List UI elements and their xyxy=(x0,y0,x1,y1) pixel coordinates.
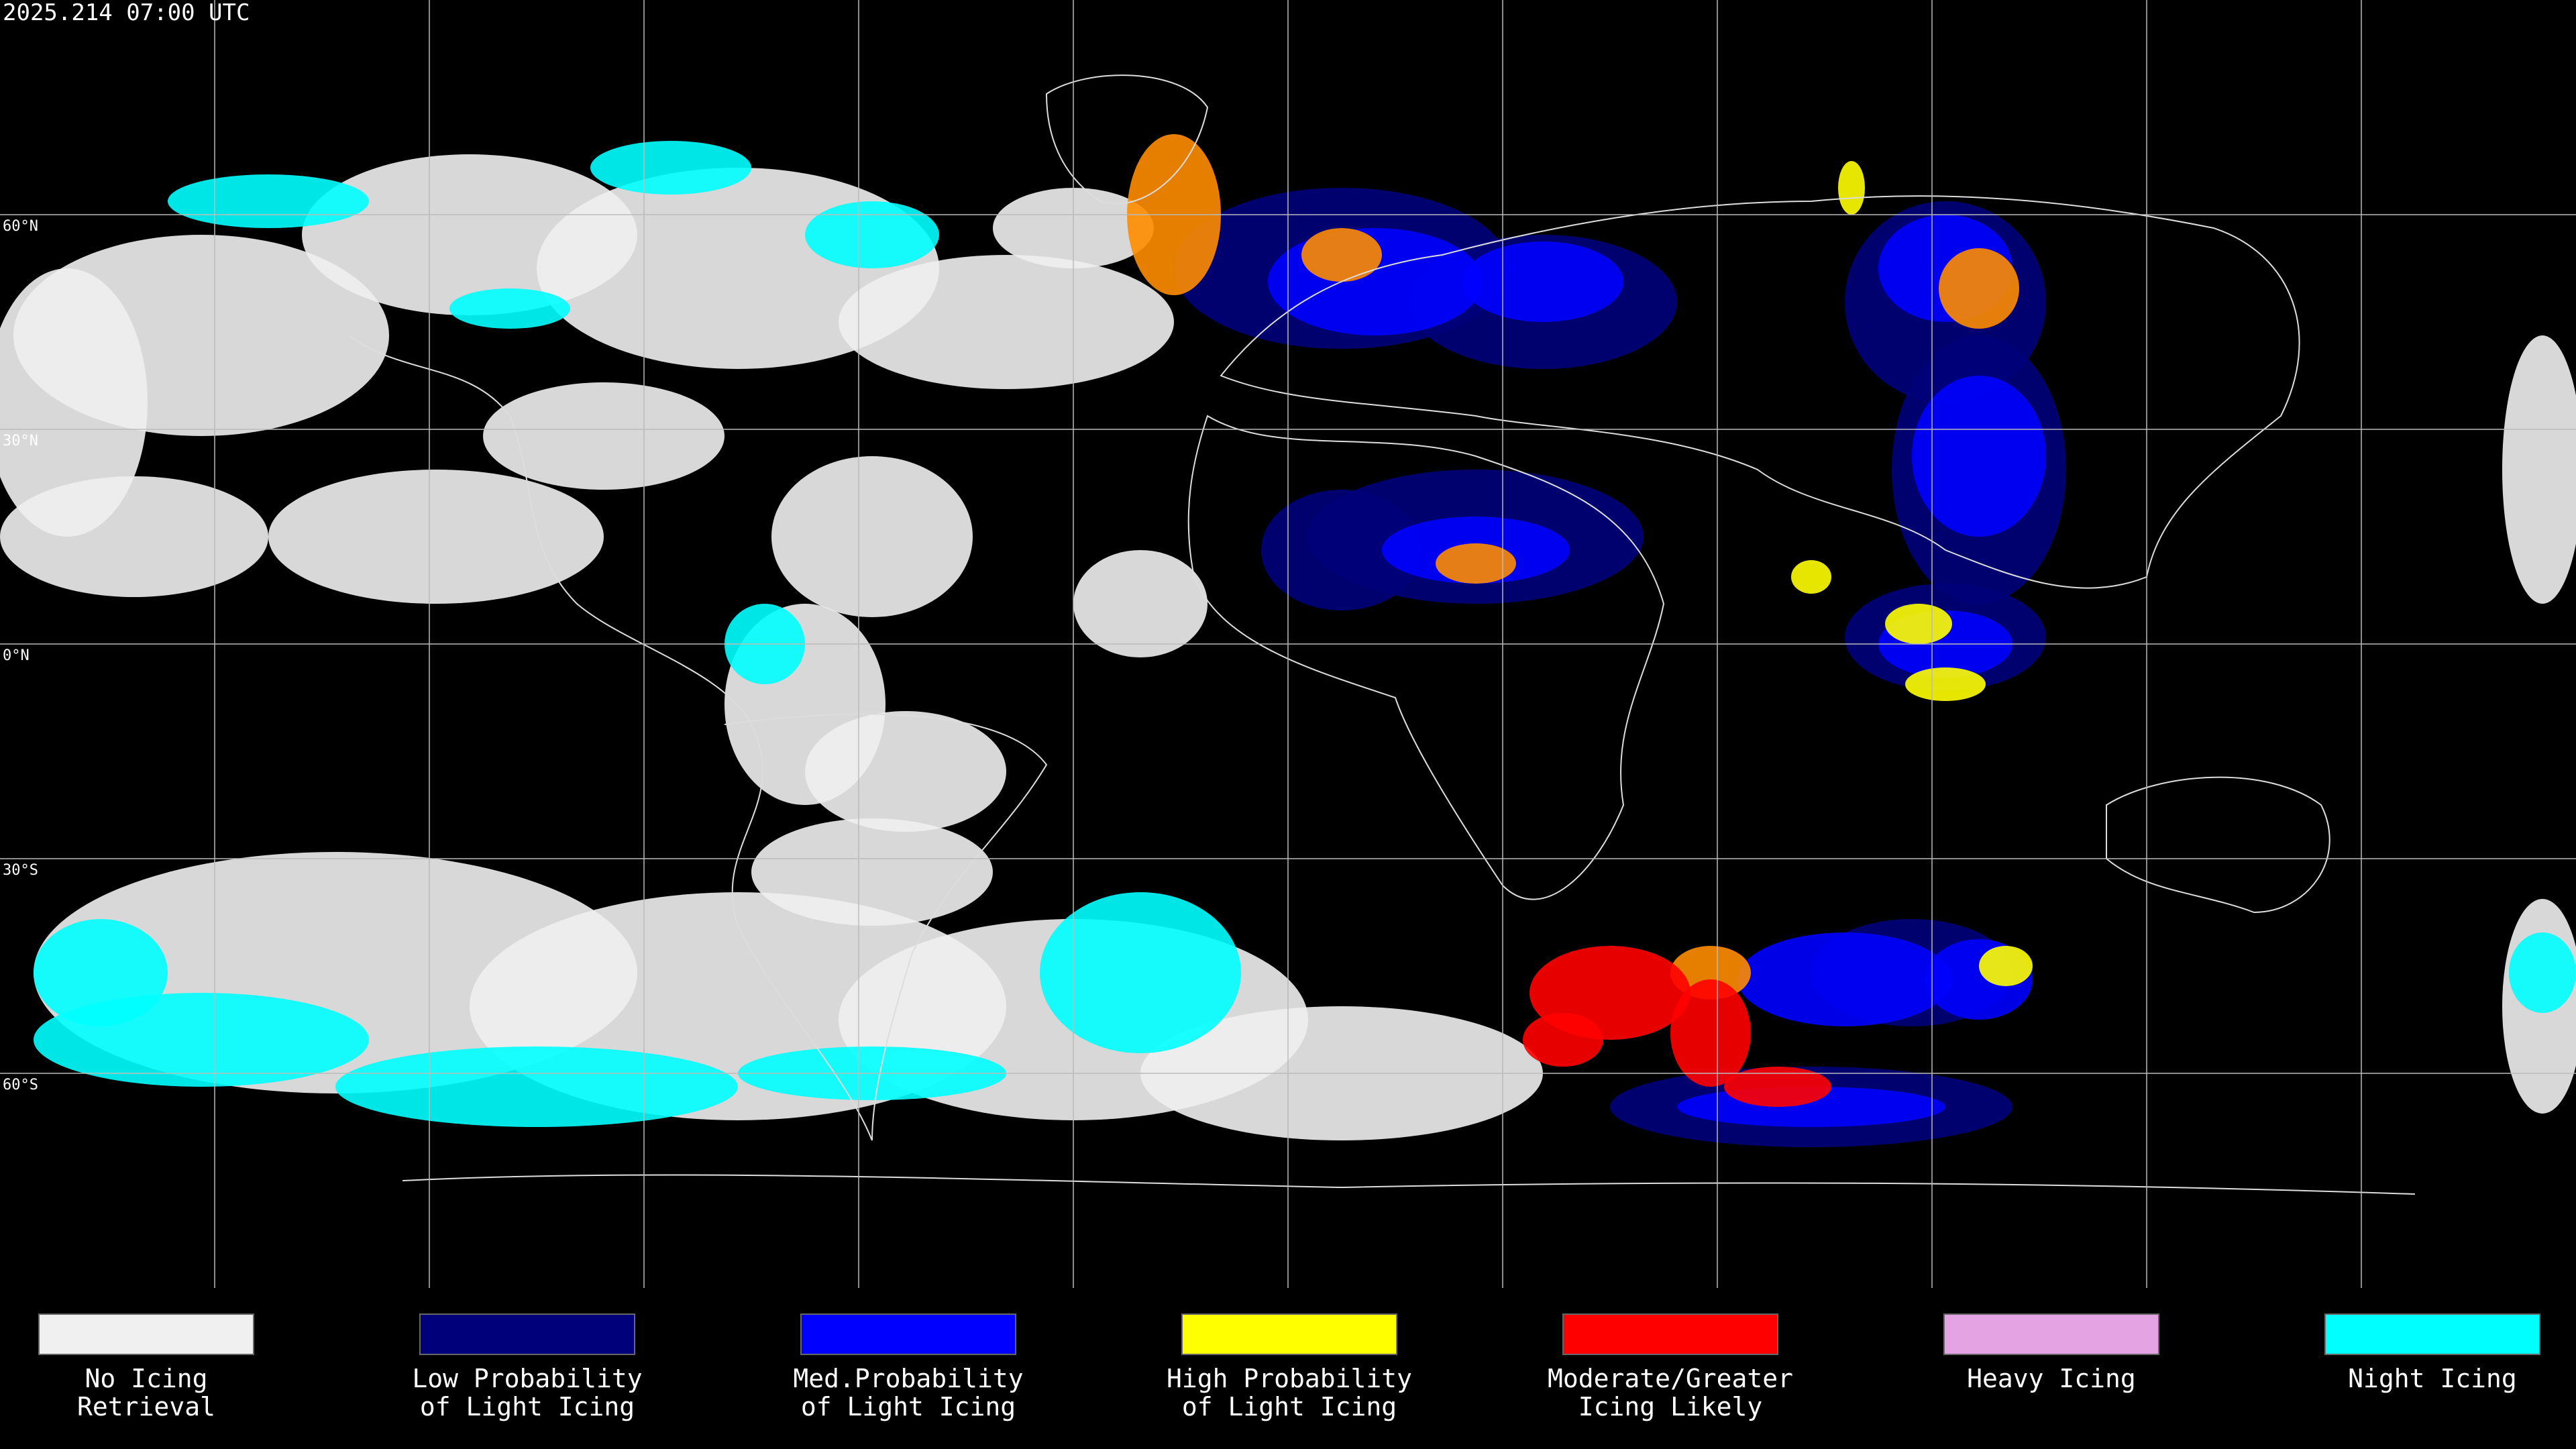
americas-west-coast xyxy=(348,335,873,1141)
legend-label: Med.Probability xyxy=(793,1364,1023,1393)
legend-swatch xyxy=(38,1313,254,1355)
cloud-patch xyxy=(1737,932,1952,1026)
cloud-patch xyxy=(2502,335,2576,604)
latitude-label: 30°N xyxy=(3,433,38,449)
cloud-patch xyxy=(590,141,751,195)
graticule xyxy=(0,0,2576,1288)
cloud-layer xyxy=(0,134,2576,1147)
cloud-patch xyxy=(1905,667,1986,701)
cloud-patch xyxy=(1073,550,1208,657)
cloud-patch xyxy=(1670,946,1751,1000)
cloud-patch xyxy=(1301,228,1382,282)
cloud-patch xyxy=(1838,161,1865,215)
latitude-label: 0°N xyxy=(3,647,30,664)
cloud-patch xyxy=(1939,248,2019,329)
cloud-patch xyxy=(1670,979,1751,1087)
legend-label: of Light Icing xyxy=(801,1392,1016,1421)
legend-swatch xyxy=(2324,1313,2540,1355)
legend-swatch xyxy=(419,1313,635,1355)
australia-outline xyxy=(2106,776,2330,914)
cloud-patch xyxy=(1436,543,1516,584)
legend-label: Low Probability xyxy=(412,1364,642,1393)
greenland-outline xyxy=(1045,74,1209,205)
legend-swatch xyxy=(1562,1313,1778,1355)
cloud-patch xyxy=(34,919,168,1026)
cloud-patch xyxy=(839,255,1174,389)
cloud-patch xyxy=(805,711,1006,832)
legend-label: Icing Likely xyxy=(1578,1392,1763,1421)
cloud-patch xyxy=(1523,1013,1603,1067)
legend-swatch xyxy=(1943,1313,2159,1355)
cloud-patch xyxy=(2509,932,2576,1013)
cloud-patch xyxy=(1040,892,1241,1053)
coastlines xyxy=(348,74,2416,1195)
legend-label: of Light Icing xyxy=(420,1392,635,1421)
cloud-patch xyxy=(1724,1067,1831,1107)
cloud-patch xyxy=(751,818,993,926)
cloud-patch xyxy=(1912,376,2046,537)
south-america-east-coast xyxy=(724,713,1048,1141)
cloud-patch xyxy=(1979,946,2033,986)
latitude-label: 30°S xyxy=(3,862,38,879)
legend-swatch xyxy=(800,1313,1016,1355)
legend-label: Heavy Icing xyxy=(1967,1364,2136,1393)
eurasia-outline xyxy=(1220,195,2300,589)
cloud-patch xyxy=(771,456,973,617)
latitude-labels: 60°N 30°N 0°N 30°S 60°S xyxy=(3,218,38,1093)
legend-label: High Probability xyxy=(1167,1364,1412,1393)
cloud-patch xyxy=(1462,241,1623,322)
antarctica-coast xyxy=(402,1174,2416,1195)
africa-outline xyxy=(1187,415,1665,900)
cloud-patch xyxy=(1885,604,1952,644)
legend-swatch xyxy=(1181,1313,1397,1355)
legend-label: Moderate/Greater xyxy=(1548,1364,1793,1393)
legend-label: Retrieval xyxy=(77,1392,215,1421)
cloud-patch xyxy=(0,268,148,537)
cloud-patch xyxy=(1791,560,1831,594)
cloud-patch xyxy=(1261,490,1422,610)
cloud-patch xyxy=(268,470,604,604)
cloud-patch xyxy=(483,382,724,490)
legend-label: No Icing xyxy=(85,1364,207,1393)
cloud-patch xyxy=(168,174,369,228)
cloud-patch xyxy=(449,288,570,329)
latitude-label: 60°S xyxy=(3,1077,38,1093)
legend-label: of Light Icing xyxy=(1182,1392,1397,1421)
cloud-patch xyxy=(805,201,939,268)
legend-label: Night Icing xyxy=(2348,1364,2517,1393)
timestamp-title: 2025.214 07:00 UTC xyxy=(3,0,250,26)
cloud-patch xyxy=(335,1046,738,1127)
latitude-label: 60°N xyxy=(3,218,38,235)
